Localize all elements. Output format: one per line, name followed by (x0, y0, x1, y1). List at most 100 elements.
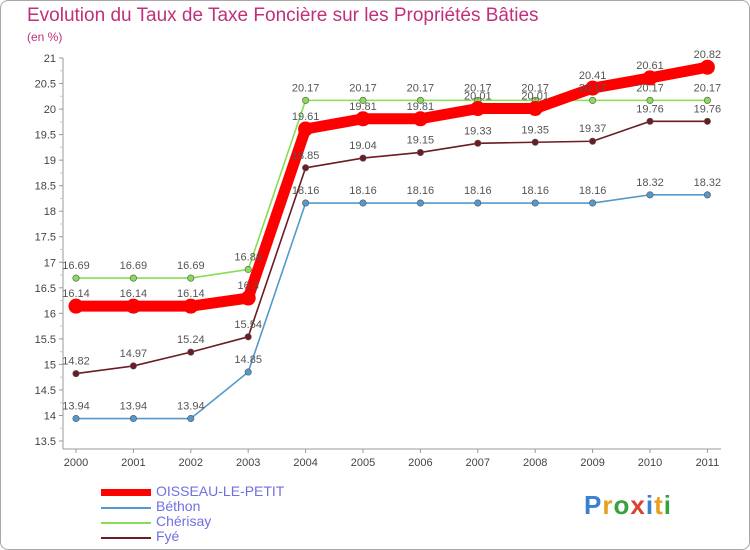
y-tick-label: 16.5 (35, 283, 56, 295)
x-tick-label: 2009 (580, 457, 604, 469)
data-point (244, 333, 252, 341)
data-label: 20.17 (636, 82, 664, 94)
data-label: 16.14 (62, 288, 90, 300)
data-point (68, 298, 84, 314)
data-label: 15.24 (177, 334, 205, 346)
data-point (589, 137, 597, 145)
y-tick-label: 18.5 (35, 181, 56, 193)
data-label: 19.61 (292, 111, 320, 123)
x-tick-label: 2003 (236, 457, 260, 469)
data-label: 16.69 (177, 260, 205, 272)
data-label: 14.82 (62, 356, 90, 368)
data-point (703, 117, 711, 125)
series-line (75, 120, 709, 375)
data-label: 18.16 (292, 185, 320, 197)
data-point (646, 117, 654, 125)
y-tick-label: 19 (44, 155, 56, 167)
data-point (585, 80, 601, 96)
data-point (302, 199, 310, 207)
data-point (129, 274, 137, 282)
data-point (474, 139, 482, 147)
x-tick-label: 2002 (179, 457, 203, 469)
data-label: 16.69 (62, 260, 90, 272)
data-label: 20.01 (464, 91, 492, 103)
data-label: 20.17 (349, 82, 377, 94)
data-label: 20.17 (464, 82, 492, 94)
data-label: 19.04 (349, 140, 377, 152)
x-tick-label: 2001 (121, 457, 145, 469)
unit-label: (en %) (27, 30, 63, 44)
data-point (244, 265, 252, 273)
x-tick-label: 2010 (638, 457, 662, 469)
data-point (298, 121, 314, 137)
data-label: 20.17 (694, 82, 722, 94)
x-tick-label: 2006 (408, 457, 432, 469)
data-label: 19.81 (407, 101, 435, 113)
x-tick-label: 2004 (293, 457, 317, 469)
data-label: 18.85 (292, 150, 320, 162)
data-label: 19.76 (694, 103, 722, 115)
data-point (244, 368, 252, 376)
data-label: 16.69 (120, 260, 148, 272)
data-point (359, 199, 367, 207)
data-label: 19.81 (349, 101, 377, 113)
data-label: 16.86 (234, 251, 262, 263)
data-point (416, 199, 424, 207)
data-point (531, 199, 539, 207)
y-tick-label: 16 (44, 308, 56, 320)
y-tick-label: 15 (44, 359, 56, 371)
data-point (646, 191, 654, 199)
legend-label-fye: Fyé (156, 528, 180, 544)
data-label: 18.16 (464, 185, 492, 197)
data-point (527, 101, 543, 117)
y-tick-label: 19.5 (35, 130, 56, 142)
legend-label-bethon: Béthon (156, 498, 201, 514)
y-tick-label: 14.5 (35, 385, 56, 397)
data-point (531, 138, 539, 146)
data-point (642, 70, 658, 86)
legend-label-oisseau: OISSEAU-LE-PETIT (156, 483, 285, 499)
data-label: 16.14 (177, 288, 205, 300)
data-point (412, 111, 428, 127)
legend-swatch-oisseau (101, 489, 151, 496)
legend-swatch-fye (101, 537, 151, 539)
legend-label-cherisay: Chérisay (156, 513, 212, 529)
data-point (187, 274, 195, 282)
data-label: 20.82 (694, 49, 722, 61)
data-label: 16.14 (120, 288, 148, 300)
y-tick-label: 14 (44, 410, 56, 422)
data-point (129, 415, 137, 423)
data-label: 20.17 (292, 82, 320, 94)
data-label: 19.76 (636, 103, 664, 115)
chart-title: Evolution du Taux de Taxe Foncière sur l… (27, 5, 539, 26)
x-tick-label: 2007 (466, 457, 490, 469)
y-tick-label: 18 (44, 206, 56, 218)
y-tick-label: 13.5 (35, 436, 56, 448)
data-point (72, 370, 80, 378)
data-label: 19.35 (521, 124, 549, 136)
data-label: 18.32 (636, 177, 664, 189)
data-label: 20.17 (521, 82, 549, 94)
data-point (129, 362, 137, 370)
data-point (470, 101, 486, 117)
data-point (302, 164, 310, 172)
data-label: 20.61 (636, 60, 664, 72)
y-tick-label: 17 (44, 257, 56, 269)
data-label: 20.41 (579, 70, 607, 82)
data-label: 18.32 (694, 177, 722, 189)
data-point (703, 96, 711, 104)
series-line (75, 99, 709, 279)
data-point (703, 191, 711, 199)
x-tick-label: 2011 (696, 457, 720, 469)
data-point (72, 274, 80, 282)
legend-swatch-bethon (101, 507, 151, 509)
data-label: 16.3 (237, 280, 258, 292)
data-label: 14.97 (120, 348, 148, 360)
data-point (187, 415, 195, 423)
data-label: 19.15 (407, 134, 435, 146)
data-point (240, 290, 256, 306)
series-line (75, 194, 709, 420)
data-label: 20.17 (407, 82, 435, 94)
data-label: 14.85 (234, 354, 262, 366)
data-label: 13.94 (62, 401, 90, 413)
